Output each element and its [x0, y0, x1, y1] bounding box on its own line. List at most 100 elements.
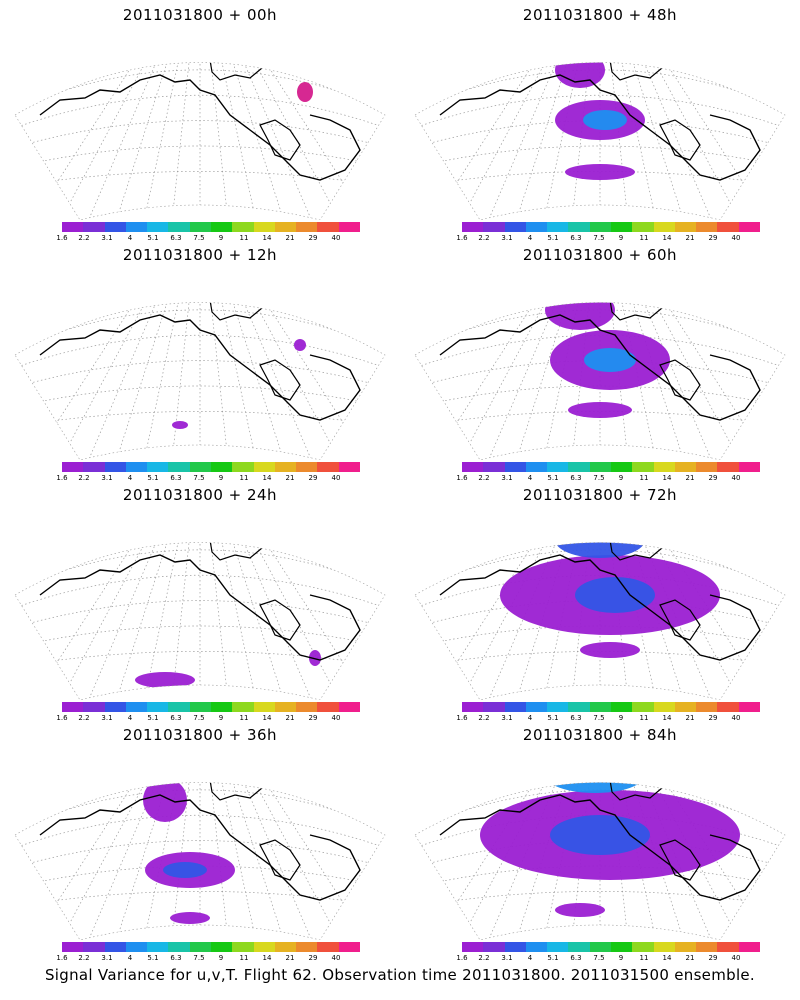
- colorbar-labels: 1.6 2.2 3.1 4 5.1 6.3 7.5 9 11 14 21 29 40: [455, 954, 775, 964]
- colorbar-label: 7.5: [593, 714, 605, 722]
- longitude-line: [199, 62, 291, 220]
- hudson-bay: [659, 119, 701, 161]
- longitude-line: [599, 302, 691, 460]
- longitude-line: [199, 302, 321, 460]
- longitude-line: [199, 62, 381, 220]
- colorbar-label: 3.1: [501, 234, 513, 242]
- colorbar-labels: 1.6 2.2 3.1 4 5.1 6.3 7.5 9 11 14 21 29 40: [55, 234, 375, 244]
- colorbar-swatch: [674, 222, 697, 232]
- colorbar-swatch: [296, 942, 318, 952]
- colorbar-label: 7.5: [193, 234, 205, 242]
- longitude-line: [199, 782, 261, 940]
- longitude-line: [599, 782, 691, 940]
- colorbar-swatch: [568, 462, 590, 472]
- colorbar-swatch: [717, 222, 739, 232]
- colorbar-label: 6.3: [170, 954, 182, 962]
- colorbar-swatch: [253, 942, 275, 952]
- colorbar-swatch: [83, 702, 105, 712]
- longitude-line: [19, 62, 201, 220]
- colorbar-swatch: [483, 222, 505, 232]
- colorbar-label: 3.1: [101, 234, 113, 242]
- longitude-line: [599, 62, 631, 220]
- colorbar-label: 6.3: [170, 234, 182, 242]
- colorbar-label: 5.1: [547, 954, 559, 962]
- coastline: [439, 554, 761, 661]
- variance-region: [555, 62, 605, 88]
- colorbar-swatch: [168, 222, 190, 232]
- colorbar-label: 14: [662, 954, 672, 962]
- colorbar-label: 5.1: [547, 474, 559, 482]
- variance-region: [170, 912, 210, 924]
- longitude-line: [199, 302, 231, 460]
- coastline: [439, 794, 761, 901]
- colorbar-label: 7.5: [593, 954, 605, 962]
- colorbar-label: 29: [708, 954, 718, 962]
- arctic-islands: [609, 62, 663, 81]
- colorbar-label: 14: [662, 234, 672, 242]
- colorbar-label: 1.6: [456, 234, 468, 242]
- panel-60h: 2011031800 + 60h 1.6 2.2 3.1 4 5.1 6.3 7.5 9 11 1…: [400, 240, 800, 482]
- variance-region: [294, 339, 306, 351]
- panel-00h: 2011031800 + 00h 1.6 2.2 3.1 4 5.1 6.3 7.5 9 11 1…: [0, 0, 400, 242]
- colorbar-labels: 1.6 2.2 3.1 4 5.1 6.3 7.5 9 11 14 21 29 40: [55, 954, 375, 964]
- longitude-line: [509, 62, 601, 220]
- colorbar-label: 9: [218, 474, 224, 482]
- colorbar-swatch: [504, 942, 526, 952]
- panel-title: 2011031800 + 72h: [522, 486, 678, 504]
- longitude-line: [49, 302, 201, 460]
- longitude-line: [449, 302, 601, 460]
- variance-region: [297, 82, 313, 102]
- colorbar-swatch: [147, 942, 169, 952]
- longitude-line: [199, 542, 381, 700]
- longitude-line: [599, 542, 691, 700]
- longitude-line: [139, 302, 201, 460]
- longitude-line: [109, 302, 201, 460]
- colorbar-label: 21: [685, 474, 695, 482]
- colorbar-label: 14: [262, 714, 272, 722]
- colorbar-swatch: [189, 222, 211, 232]
- colorbar-label: 11: [239, 474, 249, 482]
- colorbar-label: 9: [218, 954, 224, 962]
- colorbar-label: 9: [218, 234, 224, 242]
- hudson-bay: [659, 839, 701, 881]
- colorbar-label: 1.6: [456, 474, 468, 482]
- longitude-line: [199, 542, 261, 700]
- variance-region: [550, 815, 650, 855]
- colorbar-label: 3.1: [501, 474, 513, 482]
- colorbar-label: 1.6: [56, 474, 68, 482]
- hudson-bay: [259, 599, 301, 641]
- longitude-line: [199, 782, 321, 940]
- colorbar-swatch: [210, 702, 233, 712]
- colorbar-label: 5.1: [547, 714, 559, 722]
- colorbar-label: 11: [239, 954, 249, 962]
- colorbar-label: 1.6: [56, 714, 68, 722]
- colorbar-label: 7.5: [193, 474, 205, 482]
- colorbar-label: 7.5: [593, 234, 605, 242]
- arctic-islands: [209, 542, 263, 561]
- colorbar-swatch: [653, 702, 675, 712]
- colorbar: [462, 942, 760, 952]
- colorbar-label: 4: [127, 714, 133, 722]
- colorbar-label: 3.1: [101, 954, 113, 962]
- colorbar-label: 14: [262, 474, 272, 482]
- colorbar-label: 9: [618, 714, 624, 722]
- colorbar-label: 5.1: [547, 234, 559, 242]
- colorbar-swatch: [610, 702, 633, 712]
- longitude-line: [509, 782, 601, 940]
- arctic-islands: [609, 302, 663, 321]
- hudson-bay: [659, 359, 701, 401]
- colorbar-labels: 1.6 2.2 3.1 4 5.1 6.3 7.5 9 11 14 21 29 40: [455, 714, 775, 724]
- colorbar-swatch: [738, 942, 760, 952]
- longitude-line: [199, 302, 261, 460]
- longitude-line: [599, 62, 721, 220]
- longitude-line: [49, 62, 201, 220]
- colorbar-labels: 1.6 2.2 3.1 4 5.1 6.3 7.5 9 11 14 21 29 40: [455, 234, 775, 244]
- variance-region: [143, 782, 187, 822]
- colorbar-swatch: [274, 942, 297, 952]
- colorbar-swatch: [589, 942, 611, 952]
- colorbar-label: 11: [239, 714, 249, 722]
- coastline: [39, 314, 361, 421]
- map-frame: [414, 542, 786, 700]
- colorbar-label: 6.3: [570, 714, 582, 722]
- colorbar-label: 6.3: [170, 714, 182, 722]
